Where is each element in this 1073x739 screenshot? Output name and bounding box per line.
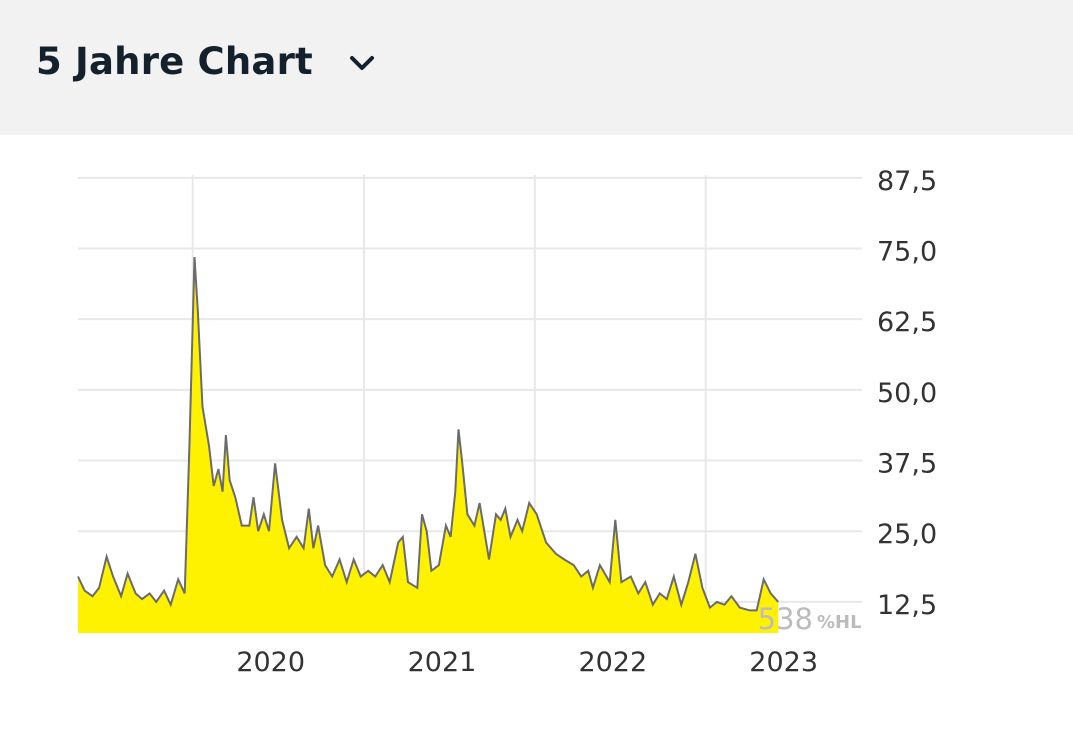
y-tick-label: 37,5 (877, 449, 937, 480)
chart-area: 12,5 25,0 37,5 50,0 62,5 75,0 87,5 2020 2021 202… (0, 135, 1073, 734)
x-tick-label: 2020 (236, 647, 305, 678)
chart-header: 5 Jahre Chart (0, 0, 1073, 135)
watermark-number: 538 (758, 602, 813, 636)
y-tick-label: 62,5 (877, 307, 937, 338)
x-tick-label: 2022 (578, 647, 647, 678)
y-axis-labels: 12,5 25,0 37,5 50,0 62,5 75,0 87,5 (877, 166, 937, 621)
y-tick-label: 87,5 (877, 166, 937, 197)
price-chart: 12,525,037,550,062,575,087,5 2020 2021 202… (77, 166, 937, 678)
watermark-suffix: %HL (817, 612, 862, 633)
chart-period-title[interactable]: 5 Jahre Chart (36, 40, 313, 83)
y-tick-label: 50,0 (877, 378, 937, 409)
price-line (77, 256, 779, 612)
y-tick-label: 12,5 (877, 590, 937, 621)
area-fill (78, 257, 779, 633)
x-tick-label: 2023 (749, 647, 818, 678)
x-tick-label: 2021 (408, 647, 477, 678)
chevron-down-icon[interactable] (346, 50, 378, 76)
y-tick-label: 75,0 (877, 237, 937, 268)
chart-series (77, 256, 779, 633)
x-axis-labels: 2020 2021 2022 2023 (236, 647, 818, 678)
y-tick-label: 25,0 (877, 519, 937, 550)
